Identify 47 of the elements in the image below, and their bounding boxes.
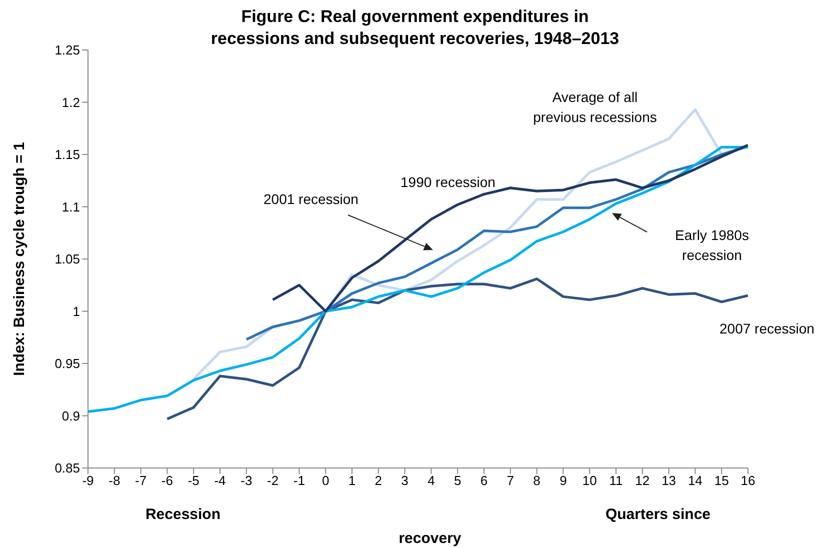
- x-tick-label: 0: [322, 473, 330, 488]
- y-tick-label: 1.05: [54, 252, 80, 267]
- y-tick-label: 1.25: [54, 42, 80, 58]
- y-tick-label: 0.85: [54, 460, 80, 476]
- annotation: 1990 recession: [400, 174, 496, 190]
- x-tick-label: 8: [533, 473, 540, 488]
- x-tick-label: -8: [108, 473, 120, 488]
- x-axis-title: recovery: [398, 530, 462, 547]
- x-tick-label: 15: [714, 473, 729, 488]
- annotation: Average of all previous recessions: [533, 89, 657, 125]
- text: Quarters since: [605, 506, 711, 523]
- y-tick-label: 1.1: [62, 199, 80, 214]
- x-tick-label: -2: [267, 473, 279, 488]
- annotation: 2001 recession: [264, 191, 358, 207]
- x-tick-label: -7: [135, 473, 147, 488]
- x-tick-label: -5: [188, 473, 200, 488]
- chart-title: Figure C: Real government expenditures in recessions and subsequent recoveries, 1948–2013: [210, 7, 620, 48]
- x-tick-label: 4: [428, 473, 435, 488]
- x-tick-label: 9: [560, 473, 567, 488]
- x-tick-label: 3: [401, 473, 408, 488]
- x-tick-label: 7: [506, 473, 514, 488]
- annotation: Early 1980s recession: [675, 227, 749, 263]
- x-tick-label: 16: [740, 473, 756, 488]
- y-tick-label: 0.9: [62, 408, 80, 424]
- x-tick-label: -3: [240, 473, 252, 488]
- y-tick-label: 1: [72, 304, 80, 319]
- y-axis-title: Index: Business cycle trough = 1: [11, 142, 28, 376]
- x-tick-label: 12: [635, 473, 650, 488]
- x-tick-label: 2: [374, 473, 382, 488]
- x-tick-label: 10: [582, 473, 597, 488]
- x-tick-label: 13: [662, 473, 676, 488]
- y-tick-label: 0.95: [54, 356, 80, 372]
- text: Recession: [145, 506, 221, 523]
- line-series: [88, 146, 748, 413]
- x-tick-label: -9: [82, 473, 94, 488]
- x-tick-label: 5: [454, 473, 462, 488]
- y-tick-label: 1.2: [62, 94, 80, 110]
- y-tick-label: 1.15: [54, 147, 80, 162]
- x-tick-label: -4: [214, 473, 226, 488]
- x-tick-label: 1: [348, 473, 356, 488]
- x-tick-label: -6: [161, 473, 173, 488]
- annotation: 2007 recession: [720, 320, 814, 337]
- x-tick-label: 14: [688, 473, 702, 488]
- line-series: [166, 278, 748, 420]
- x-tick-label: 11: [609, 473, 623, 488]
- x-tick-label: 6: [480, 473, 488, 488]
- x-tick-label: -1: [293, 473, 305, 488]
